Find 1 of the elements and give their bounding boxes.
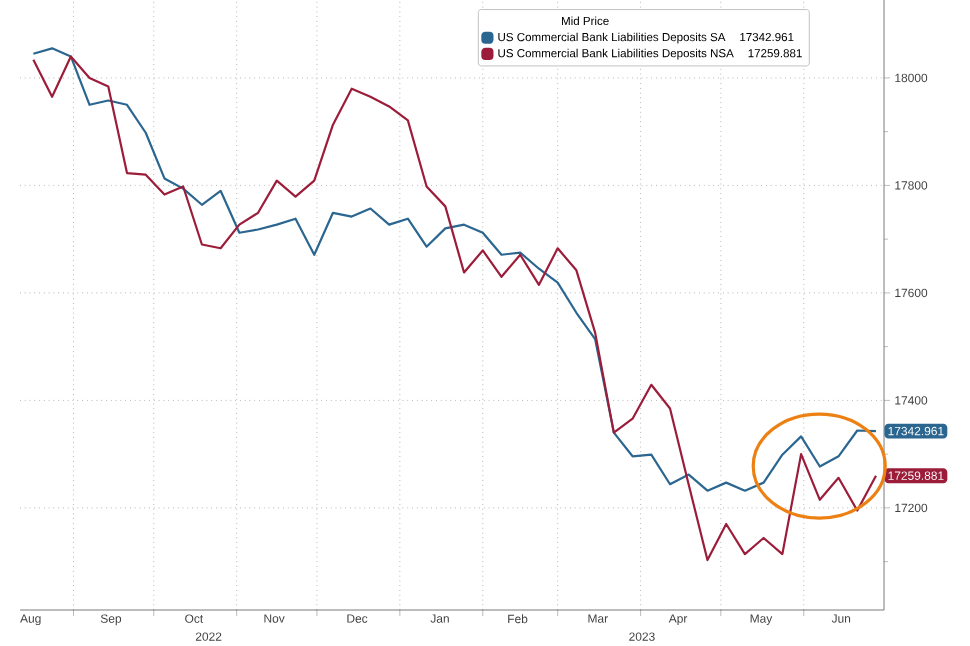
line-series <box>32 47 878 492</box>
